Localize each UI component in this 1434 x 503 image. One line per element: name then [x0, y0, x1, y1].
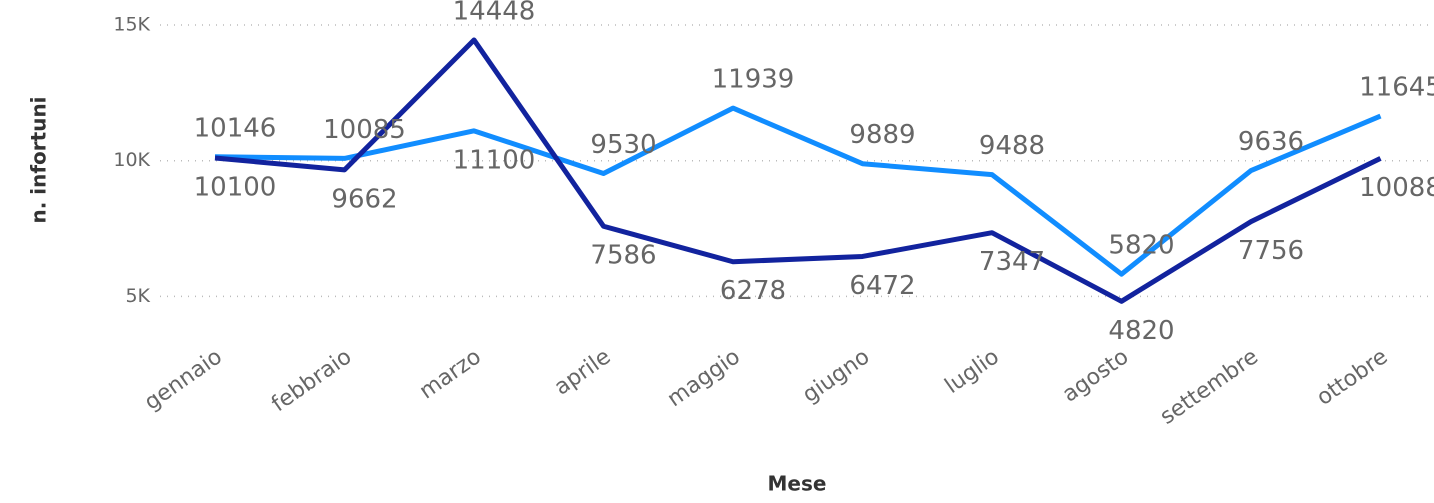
data-label: 10085: [323, 115, 406, 145]
data-label: 9488: [979, 131, 1045, 161]
data-label: 10100: [194, 173, 277, 203]
y-tick-label: 15K: [113, 14, 150, 36]
x-tick-label: maggio: [663, 344, 745, 412]
x-tick-label: gennaio: [140, 344, 227, 415]
x-tick-label: luglio: [941, 344, 1004, 399]
data-label: 9636: [1238, 127, 1304, 157]
data-label: 9530: [590, 130, 656, 160]
data-label: 9889: [849, 120, 915, 150]
data-label: 5820: [1108, 231, 1174, 261]
data-label: 11645: [1359, 73, 1434, 103]
x-tick-label: marzo: [415, 344, 486, 404]
y-axis-title: n. infortuni: [27, 96, 51, 223]
y-tick-label: 5K: [125, 285, 150, 307]
data-label: 7586: [590, 241, 656, 271]
data-label: 9662: [331, 184, 397, 214]
data-label: 4820: [1108, 316, 1174, 346]
x-tick-label: ottobre: [1312, 344, 1392, 410]
series-line: [214, 37, 1382, 304]
data-label: 7756: [1238, 236, 1304, 266]
data-label: 11100: [453, 145, 536, 175]
x-tick-label: febbraio: [267, 344, 356, 417]
x-tick-label: giugno: [798, 344, 874, 408]
data-label: 14448: [453, 0, 536, 26]
data-label: 11939: [712, 65, 795, 95]
data-label: 7347: [979, 247, 1045, 277]
x-tick-label: settembre: [1156, 344, 1263, 429]
data-label: 6278: [720, 276, 786, 306]
y-tick-label: 10K: [113, 149, 150, 171]
x-axis-title: Mese: [768, 472, 827, 496]
data-label: 10088: [1359, 173, 1434, 203]
x-tick-label: aprile: [550, 344, 615, 400]
data-label: 10146: [194, 113, 277, 143]
x-tick-label: agosto: [1058, 344, 1133, 407]
series-line: [214, 105, 1382, 277]
data-label: 6472: [849, 271, 915, 301]
